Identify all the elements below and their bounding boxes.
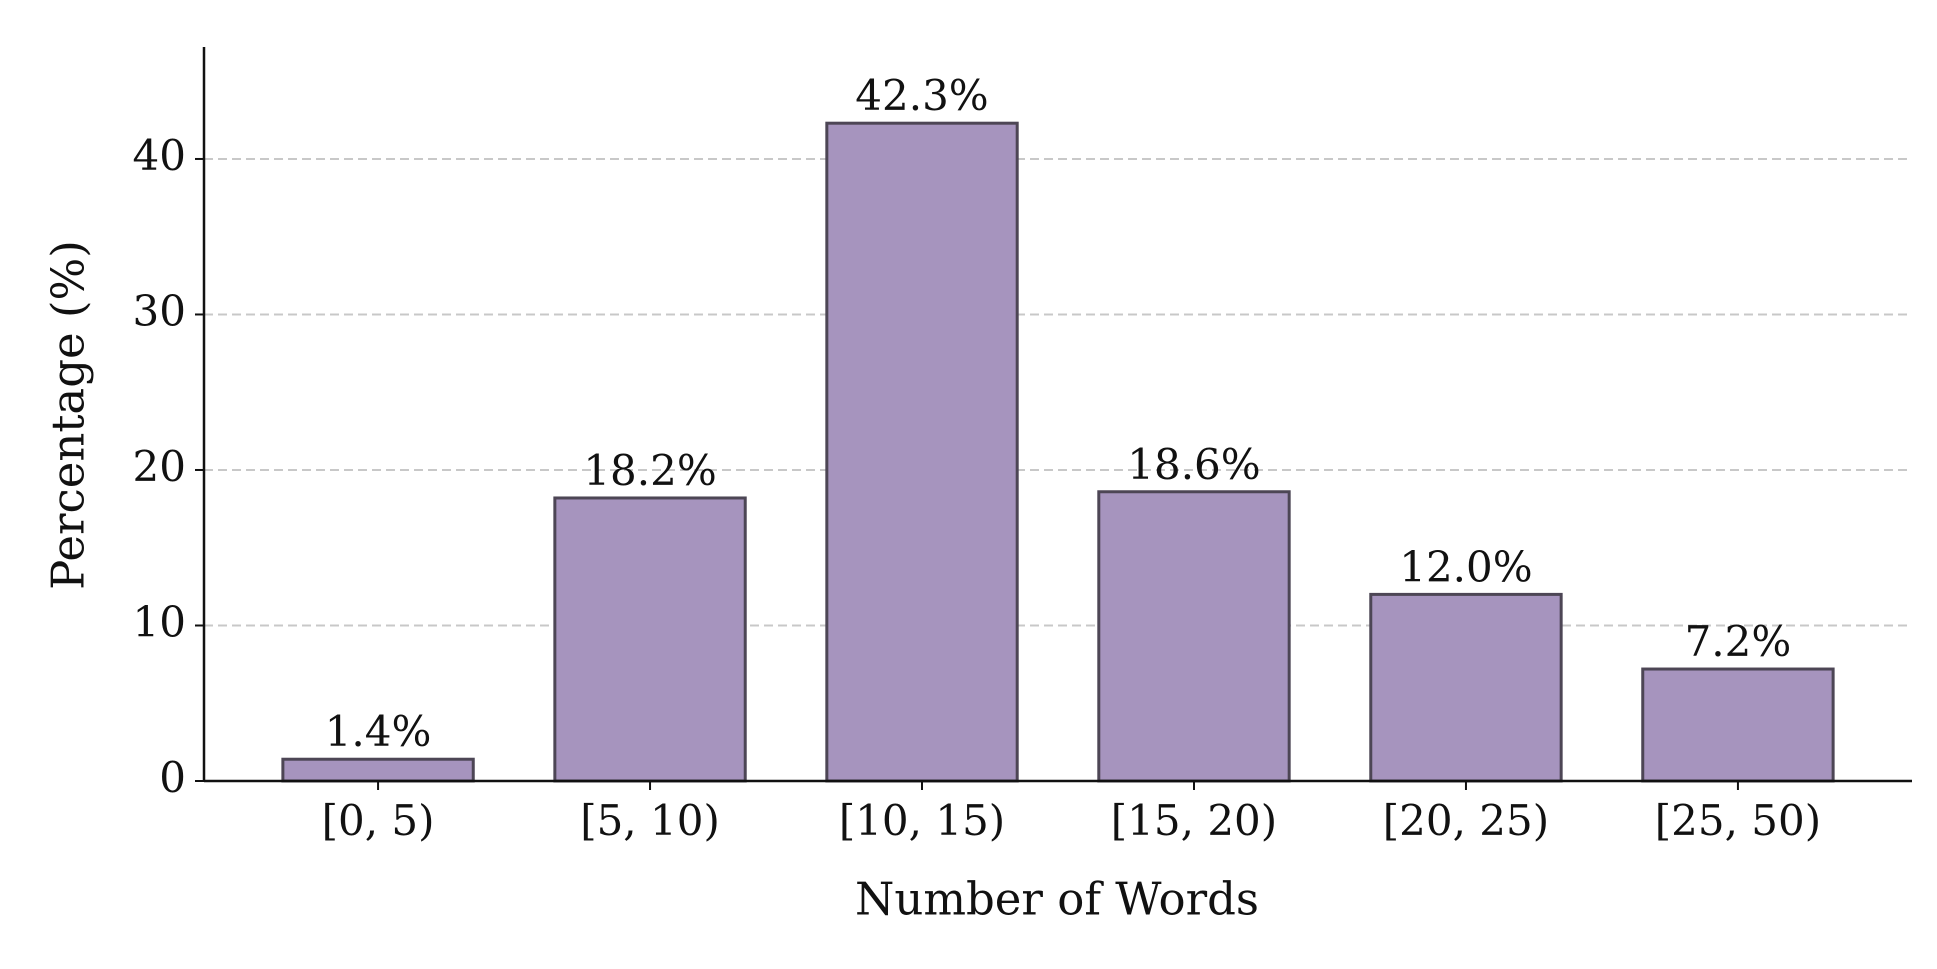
bar <box>281 757 475 783</box>
x-tick-label: [25, 50) <box>1655 796 1821 845</box>
y-tick-label: 20 <box>133 442 186 491</box>
value-label: 7.2% <box>1685 617 1792 666</box>
y-tick-label: 10 <box>133 597 186 646</box>
value-label: 18.2% <box>583 446 716 495</box>
value-label: 18.6% <box>1127 440 1260 489</box>
y-tick-label: 30 <box>133 286 186 335</box>
value-label: 42.3% <box>855 71 988 120</box>
x-tick-label: [0, 5) <box>322 796 435 845</box>
x-tick-label: [20, 25) <box>1383 796 1549 845</box>
y-tick-label: 40 <box>133 131 186 180</box>
x-axis-title: Number of Words <box>855 873 1259 926</box>
bar <box>1097 490 1291 783</box>
x-tick-label: [10, 15) <box>839 796 1005 845</box>
x-tick-label: [5, 10) <box>580 796 720 845</box>
bar <box>553 496 747 783</box>
bar <box>1369 592 1563 783</box>
value-label: 1.4% <box>325 707 432 756</box>
bar <box>825 121 1019 783</box>
value-label: 12.0% <box>1399 542 1532 591</box>
bar <box>1641 667 1835 783</box>
y-axis-title: Percentage (%) <box>42 240 95 590</box>
x-tick-label: [15, 20) <box>1111 796 1277 845</box>
y-tick-label: 0 <box>159 753 186 802</box>
